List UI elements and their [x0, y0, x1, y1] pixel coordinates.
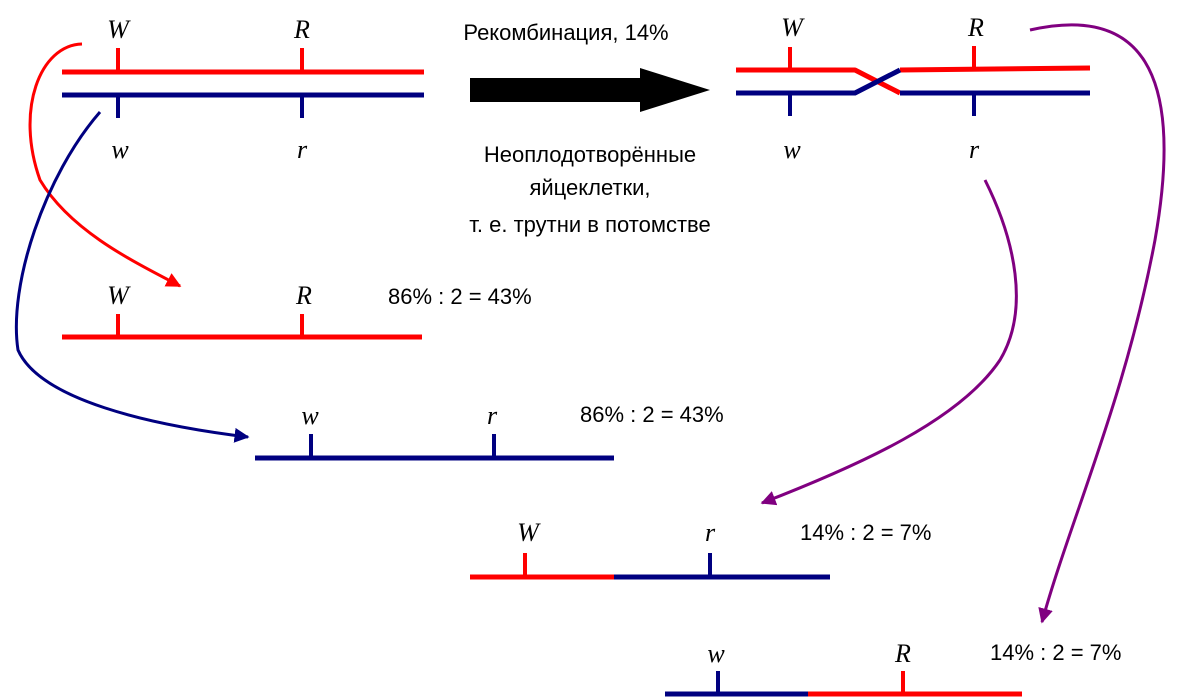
- offspring-ratio: 86% : 2 = 43%: [580, 402, 724, 427]
- offspring-ratio: 14% : 2 = 7%: [800, 520, 931, 545]
- allele-label: r: [969, 135, 980, 164]
- drone-eggs-label-line: Неоплодотворённые: [484, 142, 696, 167]
- allele-label: W: [107, 281, 131, 310]
- offspring-chromosome: w r 86% : 2 = 43%: [255, 401, 724, 461]
- allele-label: w: [783, 135, 801, 164]
- allele-label: R: [293, 15, 310, 44]
- parent-chromosome-pair: W R w r: [62, 15, 424, 164]
- arrow-shaft: [470, 78, 645, 102]
- arrow-head: [640, 68, 710, 112]
- allele-label: w: [707, 639, 725, 668]
- allele-label: W: [781, 13, 805, 42]
- allele-label: W: [517, 518, 541, 547]
- allele-label: w: [301, 401, 319, 430]
- purple-curved-arrow: [760, 179, 1018, 506]
- drone-eggs-label-line: яйцеклетки,: [529, 175, 650, 200]
- allele-label: r: [487, 401, 498, 430]
- allele-label: R: [295, 281, 312, 310]
- recombination-arrow: Рекомбинация, 14% Неоплодотворённые яйце…: [463, 20, 710, 237]
- offspring-chromosome: w R 14% : 2 = 7%: [665, 639, 1121, 697]
- offspring-chromosome: W r 14% : 2 = 7%: [470, 518, 931, 580]
- allele-label: r: [705, 518, 716, 547]
- drone-eggs-label-line: т. е. трутни в потомстве: [469, 212, 710, 237]
- recombination-label: Рекомбинация, 14%: [463, 20, 668, 45]
- blue-crossover-strand: [736, 67, 902, 96]
- blue-curved-arrow: [14, 111, 250, 443]
- offspring-ratio: 14% : 2 = 7%: [990, 640, 1121, 665]
- red-crossover-strand: [899, 65, 1091, 73]
- crossover-chromosome-pair: W R w r: [736, 13, 1091, 164]
- allele-label: R: [894, 639, 911, 668]
- allele-label: r: [297, 135, 308, 164]
- offspring-ratio: 86% : 2 = 43%: [388, 284, 532, 309]
- allele-label: w: [111, 135, 129, 164]
- offspring-chromosome: W R 86% : 2 = 43%: [62, 281, 532, 340]
- red-curved-arrow: [28, 42, 182, 288]
- allele-label: R: [967, 13, 984, 42]
- red-crossover-strand: [736, 67, 902, 96]
- allele-label: W: [107, 15, 131, 44]
- purple-curved-arrow: [1029, 23, 1166, 624]
